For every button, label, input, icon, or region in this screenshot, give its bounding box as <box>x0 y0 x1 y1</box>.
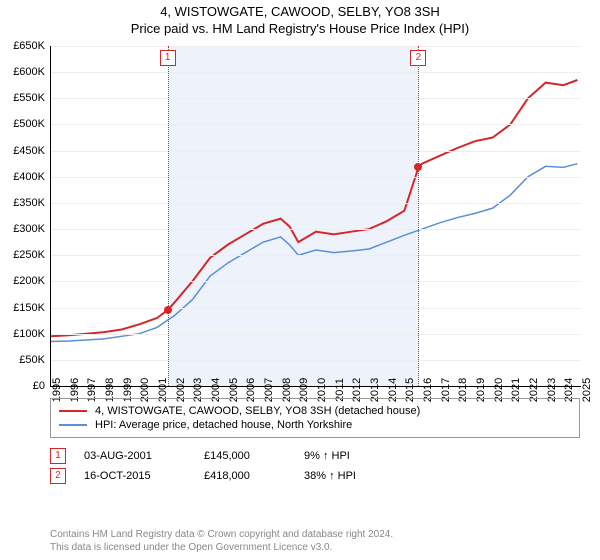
y-tick-label: £250K <box>13 249 45 261</box>
title-line-1: 4, WISTOWGATE, CAWOOD, SELBY, YO8 3SH <box>0 4 600 19</box>
sale-row: 1 03-AUG-2001£145,0009% ↑ HPI <box>50 448 580 464</box>
y-tick-label: £450K <box>13 145 45 157</box>
x-tick-label: 2025 <box>581 378 593 402</box>
chart-plot-area: £0£50K£100K£150K£200K£250K£300K£350K£400… <box>50 46 581 387</box>
legend-swatch <box>59 424 87 426</box>
y-gridline <box>51 124 581 125</box>
marker-dot <box>414 163 422 171</box>
sales-table: 1 03-AUG-2001£145,0009% ↑ HPI 2 16-OCT-2015… <box>50 444 580 488</box>
y-gridline <box>51 72 581 73</box>
y-tick-label: £400K <box>13 171 45 183</box>
y-tick-label: £100K <box>13 328 45 340</box>
y-gridline <box>51 255 581 256</box>
y-gridline <box>51 334 581 335</box>
chart-lines-svg <box>51 46 581 386</box>
legend-row: 4, WISTOWGATE, CAWOOD, SELBY, YO8 3SH (d… <box>59 405 571 417</box>
marker-flag: 1 <box>160 50 176 66</box>
title-line-2: Price paid vs. HM Land Registry's House … <box>0 21 600 36</box>
y-gridline <box>51 151 581 152</box>
y-tick-label: £200K <box>13 275 45 287</box>
y-gridline <box>51 229 581 230</box>
legend-swatch <box>59 410 87 412</box>
y-gridline <box>51 203 581 204</box>
marker-vertical-line <box>168 46 169 386</box>
titles: 4, WISTOWGATE, CAWOOD, SELBY, YO8 3SH Pr… <box>0 0 600 36</box>
y-gridline <box>51 46 581 47</box>
y-tick-label: £350K <box>13 197 45 209</box>
legend-label: 4, WISTOWGATE, CAWOOD, SELBY, YO8 3SH (d… <box>95 405 420 417</box>
y-gridline <box>51 281 581 282</box>
footer-line-1: Contains HM Land Registry data © Crown c… <box>50 528 580 541</box>
y-tick-label: £500K <box>13 118 45 130</box>
sale-flag: 2 <box>50 468 66 484</box>
y-gridline <box>51 308 581 309</box>
y-tick-label: £150K <box>13 302 45 314</box>
y-gridline <box>51 177 581 178</box>
legend-label: HPI: Average price, detached house, Nort… <box>95 419 352 431</box>
y-tick-label: £50K <box>19 354 45 366</box>
footer-line-2: This data is licensed under the Open Gov… <box>50 541 580 554</box>
series-line <box>51 164 577 342</box>
sale-vs-hpi: 38% ↑ HPI <box>304 470 356 482</box>
footer-attribution: Contains HM Land Registry data © Crown c… <box>50 528 580 554</box>
marker-vertical-line <box>418 46 419 386</box>
sale-row: 2 16-OCT-2015£418,00038% ↑ HPI <box>50 468 580 484</box>
sale-vs-hpi: 9% ↑ HPI <box>304 450 350 462</box>
y-tick-label: £600K <box>13 66 45 78</box>
sale-flag: 1 <box>50 448 66 464</box>
series-line <box>51 80 577 336</box>
y-tick-label: £300K <box>13 223 45 235</box>
y-gridline <box>51 360 581 361</box>
marker-dot <box>164 306 172 314</box>
marker-flag: 2 <box>410 50 426 66</box>
y-gridline <box>51 98 581 99</box>
sale-date: 16-OCT-2015 <box>84 470 204 482</box>
y-tick-label: £650K <box>13 40 45 52</box>
sale-price: £145,000 <box>204 450 304 462</box>
sale-date: 03-AUG-2001 <box>84 450 204 462</box>
chart-container: 4, WISTOWGATE, CAWOOD, SELBY, YO8 3SH Pr… <box>0 0 600 560</box>
y-tick-label: £0 <box>33 380 45 392</box>
legend-box: 4, WISTOWGATE, CAWOOD, SELBY, YO8 3SH (d… <box>50 398 580 438</box>
y-tick-label: £550K <box>13 92 45 104</box>
legend-row: HPI: Average price, detached house, Nort… <box>59 419 571 431</box>
sale-price: £418,000 <box>204 470 304 482</box>
